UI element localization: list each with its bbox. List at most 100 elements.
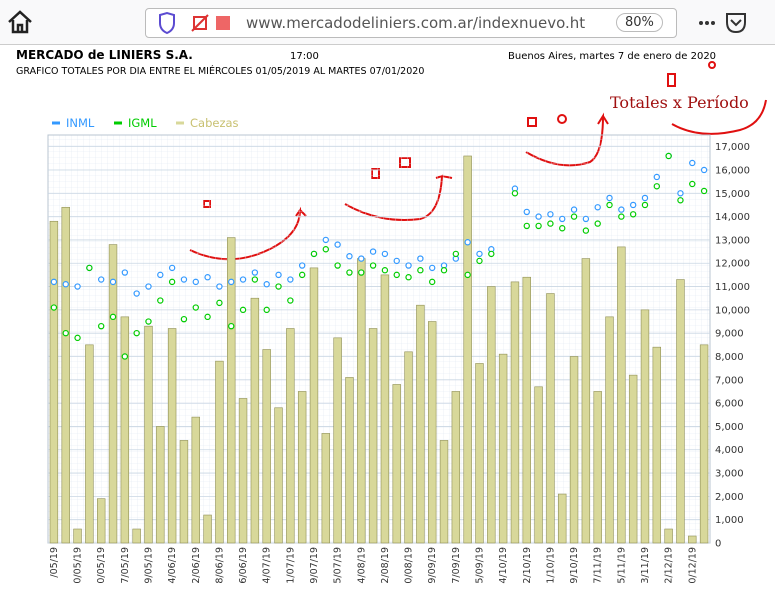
x-tick-label: 9/10/19 (569, 547, 580, 584)
point (180, 276, 188, 283)
point (121, 353, 129, 360)
point (180, 315, 188, 323)
y-tick-label: 4,000 (715, 445, 744, 456)
url-bar[interactable]: www.mercadodeliniers.com.ar/indexnuevo.h… (145, 8, 677, 38)
point (50, 278, 58, 286)
point (559, 225, 566, 232)
legend: INML IGML Cabezas (52, 116, 239, 130)
y-tick-label: 11,000 (715, 282, 750, 293)
bar (191, 416, 200, 544)
point (251, 269, 259, 276)
point (594, 220, 601, 227)
x-tick-label: 5/07/19 (333, 547, 344, 584)
point (511, 190, 519, 197)
bar (167, 328, 177, 544)
point (381, 267, 389, 274)
bar (463, 155, 472, 544)
point (145, 318, 152, 325)
point (618, 206, 625, 213)
point (192, 304, 199, 311)
x-tick-label: 4/08/19 (356, 547, 367, 584)
point (168, 278, 176, 286)
point (393, 257, 400, 265)
y-tick-label: 0 (715, 539, 721, 550)
x-tick-label: 9/05/19 (143, 547, 154, 584)
url-text: www.mercadodeliniers.com.ar/indexnuevo.h… (246, 14, 586, 32)
bar (297, 391, 307, 544)
bar (498, 353, 508, 544)
x-tick-label: 1/10/19 (545, 547, 556, 584)
bar (321, 433, 331, 544)
time: 17:00 (290, 51, 319, 62)
bar (274, 407, 283, 544)
point (369, 248, 377, 255)
zoom-level[interactable]: 80% (616, 13, 663, 32)
bar (628, 374, 638, 544)
point (464, 239, 471, 246)
point (251, 276, 259, 283)
bar (286, 328, 295, 544)
bar (546, 293, 555, 544)
x-tick-label: 0/05/19 (73, 547, 84, 584)
y-tick-label: 17,000 (715, 142, 750, 153)
bar (61, 206, 70, 544)
x-tick-label: 1/07/19 (285, 547, 296, 584)
bar (262, 349, 271, 544)
point (369, 262, 377, 269)
y-tick-label: 2,000 (715, 492, 744, 503)
point (476, 257, 483, 265)
point (700, 187, 708, 195)
point (689, 180, 696, 188)
bar (120, 316, 130, 544)
point (192, 278, 199, 286)
point (594, 204, 601, 211)
menu-icons[interactable] (695, 8, 755, 38)
point (523, 222, 530, 230)
x-tick-label: 2/12/19 (664, 547, 675, 584)
legend-label: IGML (128, 116, 157, 130)
bar (345, 377, 354, 544)
bar (309, 267, 319, 544)
point (86, 264, 93, 272)
y-tick-label: 8,000 (715, 352, 744, 363)
point (417, 267, 424, 274)
point (523, 208, 530, 216)
point (582, 227, 590, 234)
point (275, 283, 282, 290)
bar (522, 276, 531, 544)
point (322, 246, 330, 253)
bar (85, 344, 94, 544)
bar (487, 286, 496, 544)
x-tick-label: 2/08/19 (380, 547, 391, 584)
point (157, 297, 164, 304)
subtitle: GRAFICO TOTALES POR DIA ENTRE EL MIÉRCOL… (16, 65, 424, 77)
x-tick-label: /05/19 (49, 547, 60, 578)
x-tick-label: 7/05/19 (120, 547, 131, 584)
company: MERCADO de LINIERS S.A. (16, 48, 193, 62)
point (381, 250, 389, 258)
home-button[interactable] (6, 8, 36, 38)
point (393, 271, 400, 279)
y-tick-label: 10,000 (715, 305, 750, 316)
point (74, 283, 81, 290)
bar (581, 258, 591, 544)
point (62, 329, 69, 337)
bar (73, 528, 82, 544)
point (570, 206, 578, 213)
point (121, 269, 129, 276)
point (488, 250, 495, 258)
point (228, 278, 235, 286)
x-tick-label: 4/07/19 (262, 547, 273, 584)
legend-label: Cabezas (190, 116, 239, 130)
bar (144, 325, 153, 544)
bar (534, 386, 543, 544)
point (239, 276, 247, 283)
point (618, 213, 625, 220)
bar (475, 363, 484, 544)
date: Buenos Aires, martes 7 de enero de 2020 (508, 51, 716, 62)
x-tick-label: 5/11/19 (616, 547, 627, 584)
bar (179, 440, 189, 544)
point (440, 267, 448, 274)
y-tick-label: 14,000 (715, 212, 750, 223)
point (239, 306, 247, 314)
